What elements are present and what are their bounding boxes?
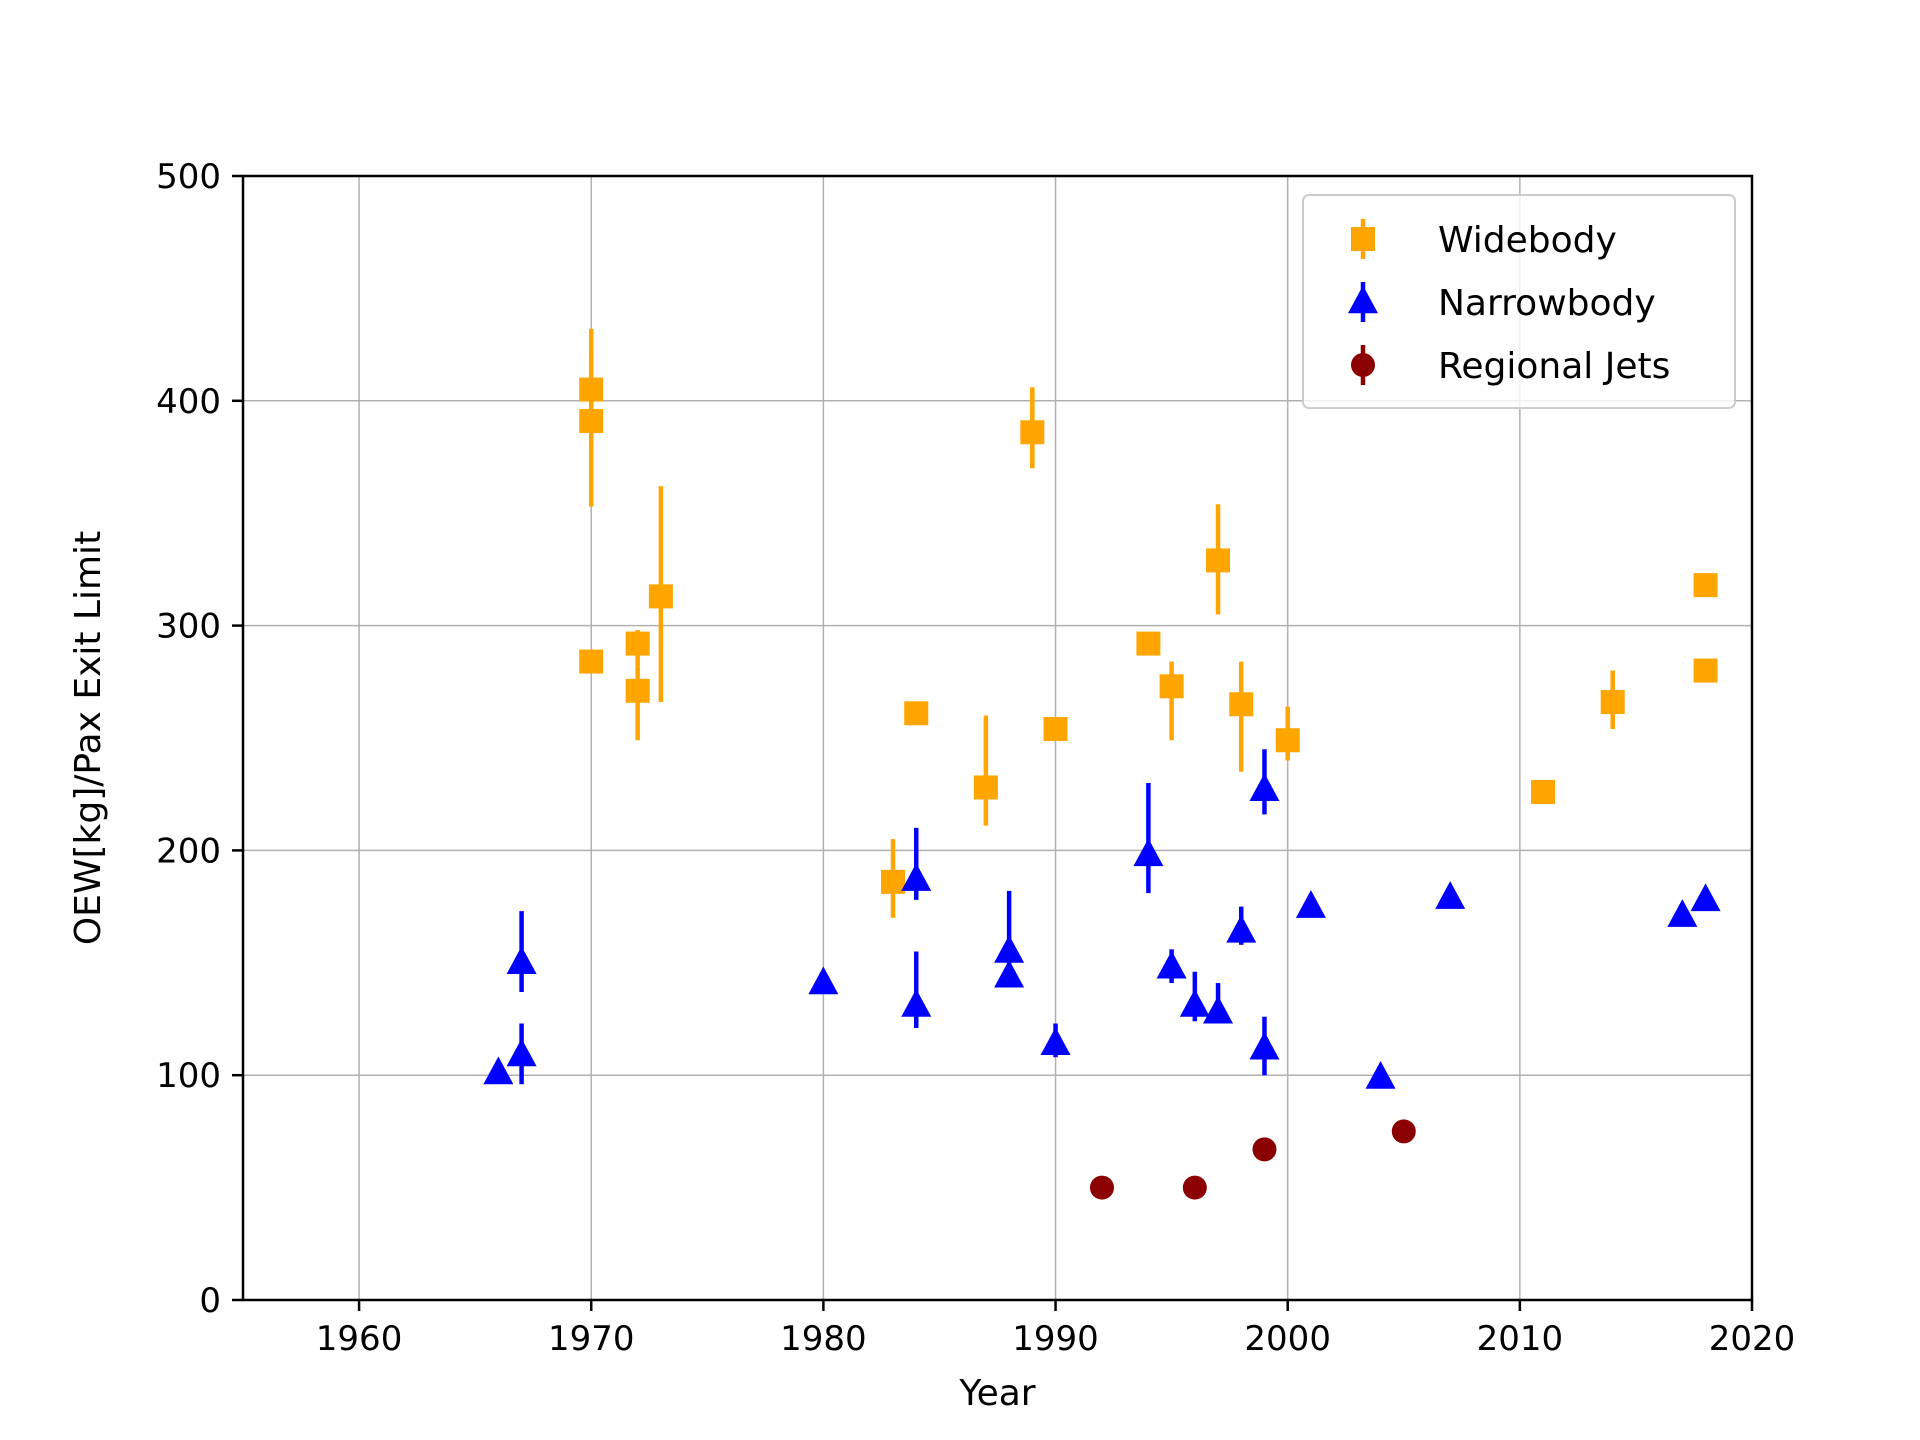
widebody-point (904, 701, 929, 726)
x-tick-label: 1970 (548, 1319, 635, 1359)
widebody-point (1020, 420, 1045, 445)
axes-frame (241, 174, 1754, 1302)
widebody-point (1693, 658, 1718, 683)
marker-layer (483, 377, 1721, 1200)
narrowbody-legend-label: Narrowbody (1438, 283, 1656, 324)
widebody-legend-marker (1351, 227, 1375, 251)
widebody-point (973, 775, 998, 800)
narrowbody-point (1203, 995, 1234, 1024)
x-tick-label: 2010 (1477, 1319, 1564, 1359)
narrowbody-point (506, 946, 537, 975)
widebody-point (648, 584, 673, 609)
narrowbody-point (1249, 1031, 1280, 1060)
y-tick-label: 400 (156, 382, 221, 422)
widebody-point (1275, 728, 1300, 753)
narrowbody-point (994, 959, 1025, 988)
widebody-point (1136, 631, 1161, 656)
narrowbody-point (1365, 1060, 1396, 1089)
tick-layer: 1960 1970 1980 1990 2000 2010 2020 0 100 200 300 40… (156, 157, 1795, 1359)
narrowbody-point (1295, 890, 1326, 918)
widebody-point (1229, 692, 1254, 717)
widebody-point (579, 649, 604, 674)
regional-jets-legend-marker (1351, 353, 1375, 377)
y-tick-label: 500 (156, 157, 221, 197)
widebody-legend-label: Widebody (1438, 220, 1617, 261)
widebody-point (625, 631, 650, 656)
widebody-point (1043, 717, 1068, 742)
y-tick-label: 200 (156, 831, 221, 871)
widebody-point (1600, 690, 1625, 715)
x-axis-label: Year (958, 1373, 1035, 1414)
regional-jets-point (1089, 1175, 1114, 1200)
narrowbody-point (901, 863, 932, 891)
widebody-point (881, 869, 906, 894)
x-tick-label: 2020 (1709, 1319, 1796, 1359)
widebody-point (1206, 548, 1231, 573)
narrowbody-point (1040, 1027, 1071, 1055)
narrowbody-point (1690, 883, 1721, 912)
narrowbody-point (1249, 773, 1280, 801)
legend: Widebody Narrowbody Regional Jets (1302, 194, 1736, 409)
narrowbody-point (1435, 881, 1466, 909)
x-tick-label: 1990 (1012, 1319, 1099, 1359)
narrowbody-point (1179, 989, 1210, 1017)
narrowbody-point (483, 1056, 514, 1085)
narrowbody-point (1667, 899, 1698, 927)
narrowbody-point (994, 935, 1025, 963)
narrowbody-point (808, 966, 839, 995)
x-tick-label: 2000 (1244, 1319, 1331, 1359)
narrowbody-point (506, 1038, 537, 1067)
widebody-point (625, 678, 650, 703)
widebody-point (579, 409, 604, 434)
x-tick-label: 1980 (780, 1319, 867, 1359)
y-axis-label: OEW[kg]/Pax Exit Limit (68, 531, 109, 945)
narrowbody-point (1156, 950, 1187, 979)
legend-box (1302, 194, 1736, 409)
widebody-point (1531, 779, 1556, 804)
regional-jets-point (1182, 1175, 1207, 1200)
widebody-point (1159, 674, 1184, 699)
regional-jets-legend-label: Regional Jets (1438, 346, 1670, 387)
y-tick-label: 300 (156, 607, 221, 647)
regional-jets-point (1252, 1137, 1277, 1162)
y-tick-label: 100 (156, 1056, 221, 1096)
y-tick-label: 0 (199, 1281, 221, 1321)
narrowbody-point (901, 989, 932, 1017)
widebody-point (1693, 573, 1718, 598)
widebody-point (579, 377, 604, 402)
narrowbody-legend-marker (1348, 285, 1378, 314)
narrowbody-point (1226, 914, 1257, 943)
narrowbody-point (1133, 838, 1164, 867)
x-tick-label: 1960 (316, 1319, 403, 1359)
regional-jets-point (1391, 1119, 1416, 1144)
